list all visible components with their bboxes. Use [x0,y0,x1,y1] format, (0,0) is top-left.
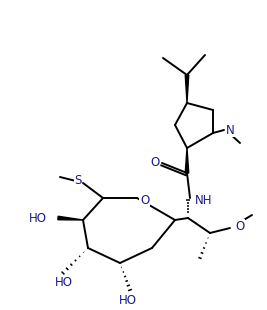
Text: O: O [140,193,149,206]
Polygon shape [185,75,189,103]
Text: O: O [150,156,160,169]
Polygon shape [58,216,83,220]
Text: N: N [226,123,235,136]
Text: HO: HO [29,211,47,224]
Text: HO: HO [55,276,73,289]
Text: O: O [235,219,244,232]
Text: HO: HO [119,294,137,307]
Text: S: S [74,174,82,187]
Polygon shape [185,148,189,173]
Text: NH: NH [195,193,213,206]
